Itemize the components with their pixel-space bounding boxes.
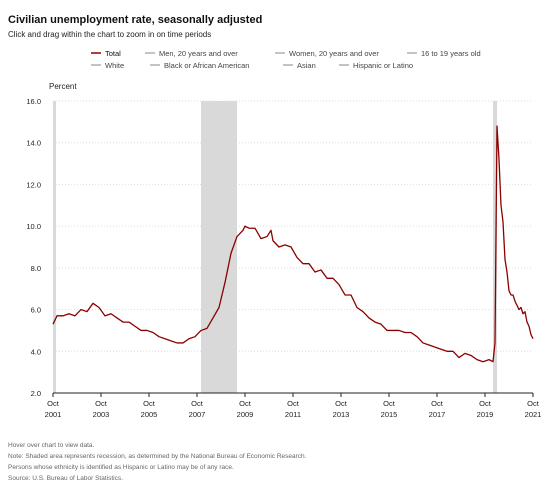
y-tick-label: 12.0	[26, 180, 41, 189]
legend-label: Men, 20 years and over	[159, 49, 238, 58]
legend-item[interactable]: Asian	[283, 61, 316, 70]
legend-item[interactable]: 16 to 19 years old	[407, 49, 481, 58]
legend-item[interactable]: White	[91, 61, 124, 70]
footnotes: Hover over chart to view data. Note: Sha…	[8, 440, 306, 484]
x-axis: Oct 2001 Oct 2003 Oct 2005 Oct 2007 Oct 2009 Oct 20…	[45, 393, 542, 419]
x-tick-month: Oct	[431, 399, 444, 408]
legend-label: Women, 20 years and over	[289, 49, 379, 58]
recession-band	[53, 101, 56, 393]
x-tick-month: Oct	[143, 399, 156, 408]
y-axis-label: Percent	[49, 82, 77, 91]
series-line-total[interactable]	[52, 125, 534, 363]
legend-item[interactable]: Black or African American	[150, 61, 249, 70]
x-tick-month: Oct	[239, 399, 252, 408]
y-tick-label: 14.0	[26, 139, 41, 148]
legend-label: Hispanic or Latino	[353, 61, 413, 70]
x-tick-month: Oct	[287, 399, 300, 408]
x-tick-year: 2007	[189, 410, 206, 419]
legend: Total Men, 20 years and over Women, 20 yea…	[91, 49, 481, 70]
x-tick-month: Oct	[191, 399, 204, 408]
chart-area[interactable]: Total Men, 20 years and over Women, 20 yea…	[0, 0, 553, 440]
y-tick-label: 16.0	[26, 97, 41, 106]
legend-label: Total	[105, 49, 121, 58]
x-tick-year: 2021	[525, 410, 542, 419]
x-tick-year: 2017	[429, 410, 446, 419]
x-tick-month: Oct	[335, 399, 348, 408]
series-layer[interactable]	[52, 125, 534, 363]
x-tick-month: Oct	[527, 399, 540, 408]
x-tick-year: 2005	[141, 410, 158, 419]
note-ethnicity: Persons whose ethnicity is identified as…	[8, 464, 234, 471]
recession-band	[201, 101, 237, 393]
x-tick-year: 2001	[45, 410, 62, 419]
note-hover: Hover over chart to view data.	[8, 442, 95, 449]
y-axis: 16.0 14.0 12.0 10.0 8.0 6.0 4.0 2.0	[26, 97, 533, 398]
legend-label: Black or African American	[164, 61, 249, 70]
legend-item[interactable]: Men, 20 years and over	[145, 49, 238, 58]
legend-item[interactable]: Women, 20 years and over	[275, 49, 379, 58]
x-tick-month: Oct	[479, 399, 492, 408]
x-tick-year: 2013	[333, 410, 350, 419]
y-tick-label: 10.0	[26, 222, 41, 231]
x-tick-year: 2015	[381, 410, 398, 419]
x-tick-year: 2011	[285, 410, 301, 419]
y-tick-label: 4.0	[31, 347, 41, 356]
x-tick-year: 2019	[477, 410, 494, 419]
legend-label: Asian	[297, 61, 316, 70]
legend-label: 16 to 19 years old	[421, 49, 481, 58]
note-recession: Note: Shaded area represents recession, …	[8, 453, 307, 460]
chart-subtitle: Click and drag within the chart to zoom …	[8, 30, 212, 39]
legend-item[interactable]: Hispanic or Latino	[339, 61, 413, 70]
x-tick-year: 2003	[93, 410, 110, 419]
x-tick-year: 2009	[237, 410, 254, 419]
x-tick-month: Oct	[95, 399, 108, 408]
x-tick-month: Oct	[383, 399, 396, 408]
legend-label: White	[105, 61, 124, 70]
recession-shading	[53, 101, 497, 393]
legend-item[interactable]: Total	[91, 49, 121, 58]
chart-title: Civilian unemployment rate, seasonally a…	[8, 14, 263, 26]
y-tick-label: 2.0	[31, 389, 41, 398]
gridlines	[53, 100, 533, 352]
note-source: Source: U.S. Bureau of Labor Statistics.	[8, 475, 123, 482]
x-tick-month: Oct	[47, 399, 60, 408]
recession-band	[493, 101, 497, 393]
y-tick-label: 6.0	[31, 306, 41, 315]
y-tick-label: 8.0	[31, 264, 41, 273]
